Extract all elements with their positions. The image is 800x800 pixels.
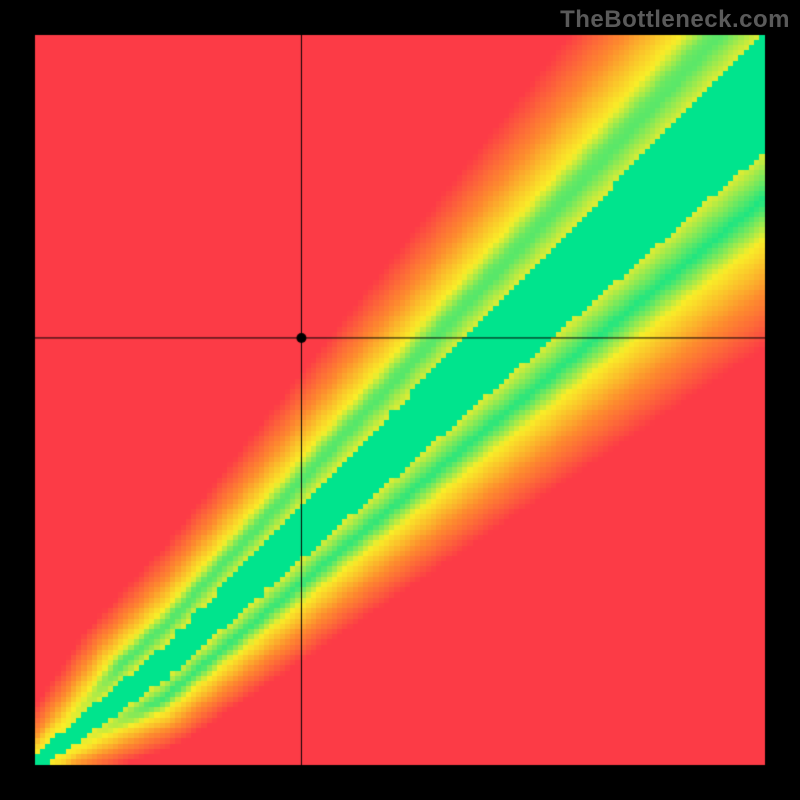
watermark-text: TheBottleneck.com (560, 6, 790, 34)
bottleneck-heatmap (0, 0, 800, 800)
